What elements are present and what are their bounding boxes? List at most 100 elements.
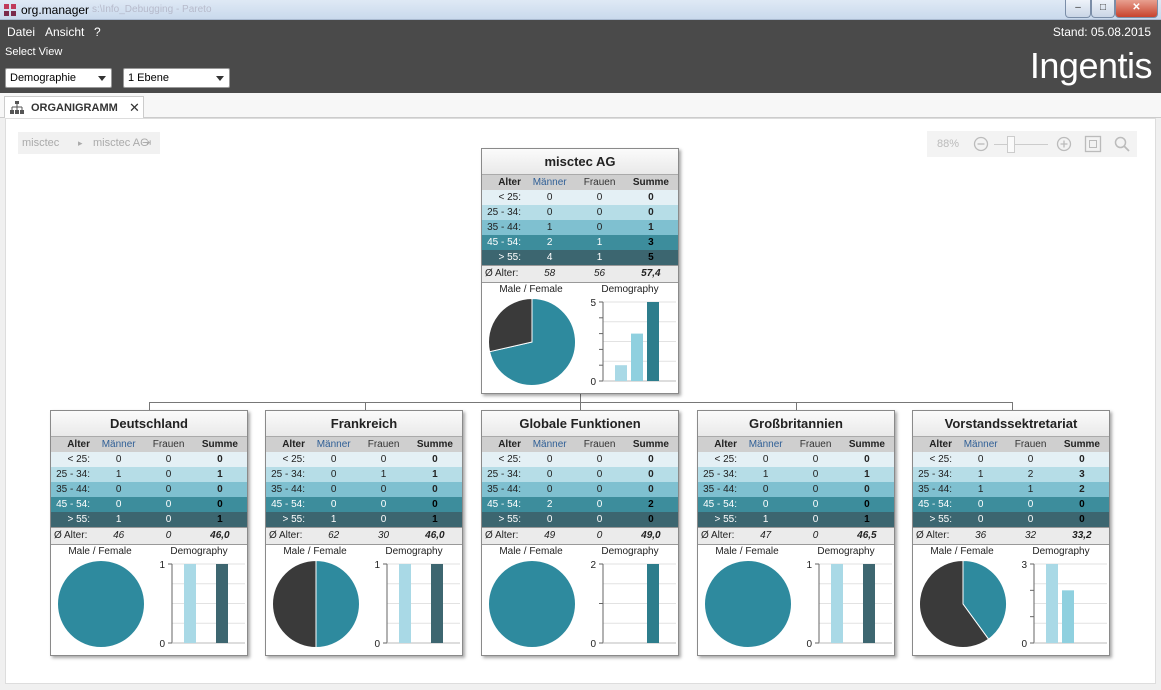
zoom-slider-track[interactable] bbox=[994, 144, 1048, 145]
male-count: 0 bbox=[308, 497, 360, 512]
table-row: < 25: 0 0 0 bbox=[698, 452, 894, 467]
age-group: > 55: bbox=[482, 512, 524, 527]
age-group: 45 - 54: bbox=[51, 497, 93, 512]
avg-female: 0 bbox=[144, 526, 193, 545]
zoom-out-icon[interactable] bbox=[972, 135, 990, 153]
average-age-row: Ø Alter: 58 56 57,4 bbox=[482, 264, 678, 283]
y-tick-label: 1 bbox=[374, 560, 380, 571]
male-female-label: Male / Female bbox=[283, 545, 347, 557]
female-count: 0 bbox=[359, 497, 408, 512]
breadcrumb-item[interactable]: misctec bbox=[22, 137, 60, 149]
maximize-button[interactable]: □ bbox=[1091, 0, 1115, 18]
age-group: < 25: bbox=[698, 452, 740, 467]
avg-male: 58 bbox=[524, 264, 576, 283]
table-row: 25 - 34: 1 0 1 bbox=[51, 467, 247, 482]
table-row: < 25: 0 0 0 bbox=[913, 452, 1109, 467]
age-group: 25 - 34: bbox=[913, 467, 955, 482]
male-female-pie bbox=[488, 559, 576, 648]
avg-female: 32 bbox=[1006, 526, 1055, 545]
male-count: 1 bbox=[955, 467, 1007, 482]
male-count: 2 bbox=[524, 497, 576, 512]
minimize-button[interactable]: – bbox=[1065, 0, 1091, 18]
table-row: 45 - 54: 0 0 0 bbox=[913, 497, 1109, 512]
total-count: 0 bbox=[192, 452, 247, 467]
female-count: 1 bbox=[1006, 482, 1055, 497]
column-header-summe: Summe bbox=[839, 437, 894, 452]
average-age-row: Ø Alter: 46 0 46,0 bbox=[51, 526, 247, 545]
zoom-in-icon[interactable] bbox=[1055, 135, 1073, 153]
search-icon[interactable] bbox=[1113, 135, 1131, 153]
pin-icon[interactable]: ⇥ bbox=[142, 137, 152, 149]
tab-organigramm[interactable]: ORGANIGRAMM ✕ bbox=[4, 96, 144, 118]
table-row: 45 - 54: 0 0 0 bbox=[51, 497, 247, 512]
male-count: 0 bbox=[955, 512, 1007, 527]
female-count: 1 bbox=[575, 235, 624, 250]
demography-label: Demography bbox=[170, 545, 228, 557]
age-group: 35 - 44: bbox=[913, 482, 955, 497]
pie-slice bbox=[488, 559, 576, 648]
age-group: 35 - 44: bbox=[266, 482, 308, 497]
avg-female: 0 bbox=[791, 526, 840, 545]
female-count: 0 bbox=[359, 512, 408, 527]
close-icon[interactable]: ✕ bbox=[129, 100, 140, 115]
breadcrumb-item[interactable]: misctec AG bbox=[93, 137, 149, 149]
female-count: 0 bbox=[791, 467, 840, 482]
avg-label: Ø Alter: bbox=[698, 526, 740, 545]
org-unit-card[interactable]: misctec AG Alter Männer Frauen Summe < 25: 0 0 0… bbox=[481, 148, 679, 394]
male-count: 0 bbox=[740, 482, 792, 497]
stand-date: Stand: 05.08.2015 bbox=[1052, 25, 1151, 39]
menu-ansicht[interactable]: Ansicht bbox=[45, 25, 85, 39]
female-count: 0 bbox=[144, 482, 193, 497]
demography-bar bbox=[831, 563, 843, 643]
org-unit-card[interactable]: Großbritannien Alter Männer Frauen Summe < 25… bbox=[697, 410, 895, 656]
table-row: < 25: 0 0 0 bbox=[266, 452, 462, 467]
female-count: 0 bbox=[791, 482, 840, 497]
chevron-down-icon bbox=[98, 76, 106, 81]
male-count: 0 bbox=[524, 482, 576, 497]
app-icon bbox=[4, 4, 16, 16]
column-header-summe: Summe bbox=[1054, 437, 1109, 452]
avg-male: 49 bbox=[524, 526, 576, 545]
close-window-button[interactable]: ✕ bbox=[1115, 0, 1158, 18]
total-count: 0 bbox=[839, 497, 894, 512]
total-count: 1 bbox=[839, 512, 894, 527]
pie-slice-female bbox=[272, 559, 317, 648]
org-unit-card[interactable]: Globale Funktionen Alter Männer Frauen Summe… bbox=[481, 410, 679, 656]
female-count: 0 bbox=[791, 497, 840, 512]
table-row: 35 - 44: 1 0 1 bbox=[482, 220, 678, 235]
unit-name: misctec AG bbox=[482, 149, 678, 175]
table-row: 45 - 54: 0 0 0 bbox=[698, 497, 894, 512]
view-select[interactable]: Demographie bbox=[5, 68, 112, 88]
org-unit-card[interactable]: Deutschland Alter Männer Frauen Summe < 25: 0 0… bbox=[50, 410, 248, 656]
table-row: 45 - 54: 2 1 3 bbox=[482, 235, 678, 250]
column-header-alter: Alter bbox=[482, 175, 524, 190]
fit-to-screen-icon[interactable] bbox=[1084, 135, 1102, 153]
zoom-slider-thumb[interactable] bbox=[1007, 136, 1015, 153]
org-unit-card[interactable]: Vorstandssektretariat Alter Männer Frauen Su… bbox=[912, 410, 1110, 656]
age-group: < 25: bbox=[913, 452, 955, 467]
age-group: < 25: bbox=[482, 452, 524, 467]
male-count: 1 bbox=[740, 512, 792, 527]
org-unit-card[interactable]: Frankreich Alter Männer Frauen Summe < 25: 0 0 0… bbox=[265, 410, 463, 656]
avg-female: 56 bbox=[575, 264, 624, 283]
male-count: 0 bbox=[524, 512, 576, 527]
demography-bar bbox=[863, 563, 875, 643]
average-age-row: Ø Alter: 47 0 46,5 bbox=[698, 526, 894, 545]
male-female-label: Male / Female bbox=[499, 545, 563, 557]
age-group: > 55: bbox=[266, 512, 308, 527]
avg-male: 47 bbox=[740, 526, 792, 545]
avg-label: Ø Alter: bbox=[482, 526, 524, 545]
y-tick-label: 1 bbox=[806, 560, 812, 571]
window-subtitle: s:\Info_Debugging - Pareto bbox=[92, 4, 212, 15]
female-count: 0 bbox=[1006, 452, 1055, 467]
female-count: 0 bbox=[144, 467, 193, 482]
level-select[interactable]: 1 Ebene bbox=[123, 68, 230, 88]
male-count: 0 bbox=[524, 205, 576, 220]
female-count: 1 bbox=[575, 250, 624, 265]
menu-datei[interactable]: Datei bbox=[7, 25, 36, 39]
connector-line bbox=[149, 402, 150, 410]
menu-help[interactable]: ? bbox=[94, 25, 101, 39]
org-chart-canvas[interactable]: misctec ▸ misctec AG ⇥ 88% misctec AG Alt… bbox=[5, 118, 1156, 684]
avg-male: 36 bbox=[955, 526, 1007, 545]
female-count: 0 bbox=[144, 497, 193, 512]
